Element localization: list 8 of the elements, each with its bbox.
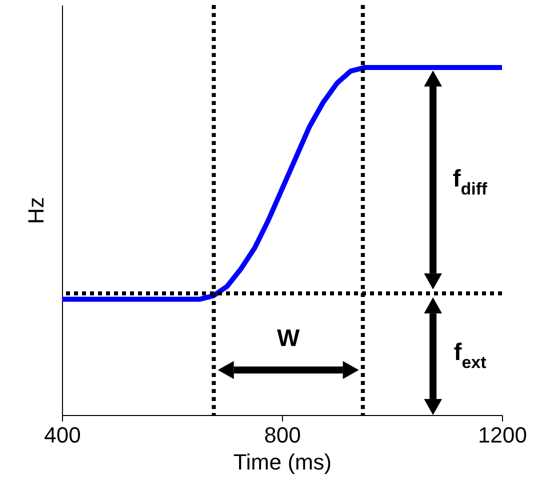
annotation: W: [276, 325, 300, 352]
annotation: f$_{diff}$: [452, 166, 488, 198]
x-tick-label: 1200: [478, 422, 527, 448]
x-axis-title: Time (ms): [233, 450, 332, 474]
x-tick-label: 800: [264, 422, 301, 448]
x-tick-label: 400: [44, 422, 81, 448]
annotation: f$_{ext}$: [454, 340, 487, 372]
y-axis-title: Hz: [24, 197, 48, 224]
